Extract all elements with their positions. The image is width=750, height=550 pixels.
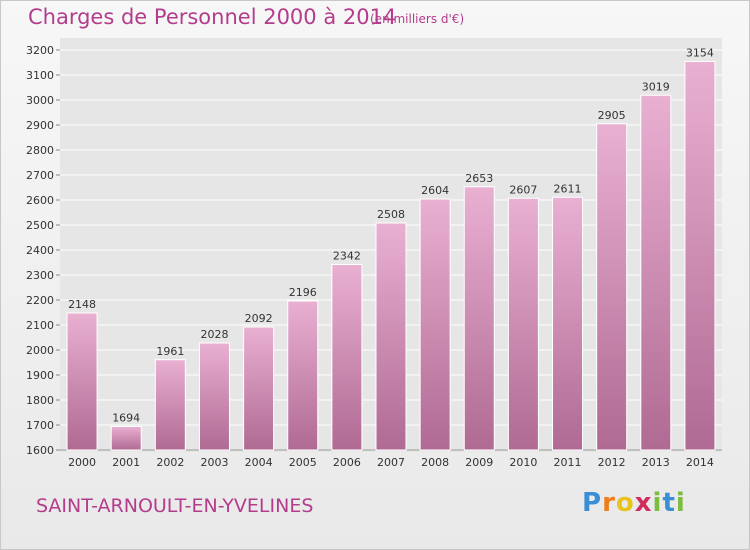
bar-2002 [154, 359, 186, 451]
bar-2014 [684, 61, 716, 451]
y-tick-label: 1600 [26, 444, 54, 457]
logo-letter: r [602, 488, 616, 518]
bar-2011 [552, 196, 584, 451]
x-tick-label-2008: 2008 [421, 456, 449, 469]
bar-2007 [375, 222, 407, 451]
bar-2000 [66, 312, 98, 451]
y-tick-label: 2300 [26, 269, 54, 282]
proxiti-logo: Proxiti [582, 488, 686, 518]
y-tick-label: 3000 [26, 94, 54, 107]
bar-2005 [287, 300, 319, 451]
x-tick-label-2009: 2009 [465, 456, 493, 469]
x-tick-label-2010: 2010 [509, 456, 537, 469]
x-tick-label-2000: 2000 [68, 456, 96, 469]
logo-letter: i [652, 488, 663, 518]
y-tick-label: 1900 [26, 369, 54, 382]
logo-letter: o [615, 488, 635, 518]
bar-2004 [243, 326, 275, 451]
logo-letter: x [634, 488, 653, 518]
x-tick-label-2012: 2012 [598, 456, 626, 469]
value-label-2009: 2653 [465, 172, 493, 185]
bars [66, 61, 716, 451]
y-tick-label: 2100 [26, 319, 54, 332]
value-label-2014: 3154 [686, 47, 714, 60]
x-tick-label-2002: 2002 [156, 456, 184, 469]
y-tick-label: 2600 [26, 194, 54, 207]
bar-2001 [110, 426, 142, 451]
commune-name: SAINT-ARNOULT-EN-YVELINES [36, 495, 314, 517]
bar-2006 [331, 264, 363, 451]
value-label-2010: 2607 [509, 183, 537, 196]
chart-subtitle: (en milliers d'€) [370, 12, 465, 26]
x-tick-label-2005: 2005 [289, 456, 317, 469]
y-tick-label: 2900 [26, 119, 54, 132]
value-label-2002: 1961 [156, 345, 184, 358]
x-tick-label-2011: 2011 [554, 456, 582, 469]
y-tick-label: 2500 [26, 219, 54, 232]
chart-title: Charges de Personnel 2000 à 2014 [28, 5, 397, 29]
labels: 1600 1700 1800 1900 2000 2100 2200 2300 2400 2500… [26, 44, 714, 469]
x-tick-label-2014: 2014 [686, 456, 714, 469]
logo-letter: P [582, 488, 603, 518]
x-tick-label-2003: 2003 [200, 456, 228, 469]
value-label-2013: 3019 [642, 80, 670, 93]
bar-2009 [463, 186, 495, 451]
logo-letter: i [675, 488, 686, 518]
y-tick-label: 1800 [26, 394, 54, 407]
value-label-2005: 2196 [289, 286, 317, 299]
logo-letter: t [662, 488, 676, 518]
value-label-2008: 2604 [421, 184, 449, 197]
y-tick-label: 1700 [26, 419, 54, 432]
y-tick-label: 3200 [26, 44, 54, 57]
value-label-2007: 2508 [377, 208, 405, 221]
bar-2013 [640, 94, 672, 451]
x-tick-label-2006: 2006 [333, 456, 361, 469]
x-tick-label-2013: 2013 [642, 456, 670, 469]
y-tick-label: 2700 [26, 169, 54, 182]
y-tick-label: 2800 [26, 144, 54, 157]
y-tick-label: 2000 [26, 344, 54, 357]
value-label-2011: 2611 [554, 182, 582, 195]
value-label-2001: 1694 [112, 412, 140, 425]
x-tick-label-2001: 2001 [112, 456, 140, 469]
y-tick-label: 3100 [26, 69, 54, 82]
y-tick-label: 2200 [26, 294, 54, 307]
value-label-2004: 2092 [245, 312, 273, 325]
x-tick-label-2007: 2007 [377, 456, 405, 469]
bar-2012 [596, 123, 628, 451]
bar-2010 [507, 197, 539, 451]
bar-2008 [419, 198, 451, 451]
value-label-2006: 2342 [333, 250, 361, 263]
bar-2003 [198, 342, 230, 451]
value-label-2012: 2905 [598, 109, 626, 122]
y-tick-label: 2400 [26, 244, 54, 257]
x-tick-label-2004: 2004 [245, 456, 273, 469]
value-label-2000: 2148 [68, 298, 96, 311]
value-label-2003: 2028 [200, 328, 228, 341]
